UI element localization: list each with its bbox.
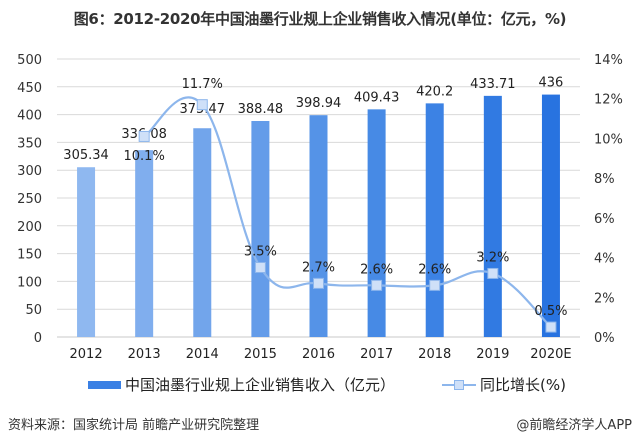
left-tick-label: 100 (17, 275, 42, 290)
bar-data-label: 398.94 (296, 96, 342, 111)
line-data-label: 3.2% (476, 250, 509, 265)
legend-item-revenue[interactable]: 中国油墨行业规上企业销售收入（亿元） (88, 374, 395, 395)
left-tick-label: 200 (17, 220, 42, 235)
x-axis-ticks: 2012 2013 2014 2015 2016 2017 2018 2019 2020E (70, 347, 572, 362)
line-marker[interactable] (487, 267, 499, 279)
line-marker[interactable] (196, 99, 208, 111)
bar-data-label: 433.71 (470, 77, 516, 92)
legend-bar-swatch (88, 380, 121, 389)
right-tick-label: 2% (594, 291, 615, 306)
right-tick-label: 8% (594, 172, 615, 187)
legend-item-growth[interactable]: 同比增长(%) (442, 374, 566, 395)
legend-line-label: 同比增长(%) (480, 376, 566, 394)
line-data-labels: 10.1% 11.7% 3.5% 2.7% 2.6% 2.6% 3.2% 0.5% (124, 77, 568, 319)
right-axis-ticks: 0% 2% 4% 6% 8% 10% 12% 14% (594, 53, 623, 346)
right-tick-label: 12% (594, 93, 623, 108)
legend: 中国油墨行业规上企业销售收入（亿元） 同比增长(%) (0, 372, 640, 398)
bar[interactable] (309, 115, 328, 337)
line-marker[interactable] (371, 279, 383, 291)
right-tick-label: 14% (594, 53, 623, 68)
line-data-label: 11.7% (182, 77, 223, 92)
line-data-label: 3.5% (244, 245, 277, 260)
left-tick-label: 400 (17, 109, 42, 124)
x-tick-label: 2018 (418, 347, 451, 362)
left-tick-label: 0 (34, 331, 42, 346)
legend-line-swatch (442, 379, 476, 391)
bar[interactable] (367, 109, 386, 337)
right-tick-label: 10% (594, 132, 623, 147)
left-tick-label: 50 (25, 303, 42, 318)
bar-series (77, 94, 560, 337)
line-data-label: 0.5% (534, 304, 567, 319)
left-tick-label: 450 (17, 81, 42, 96)
line-marker[interactable] (254, 262, 266, 273)
x-tick-label: 2015 (244, 347, 277, 362)
chart-title: 图6：2012-2020年中国油墨行业规上企业销售收入情况(单位：亿元，%) (73, 10, 567, 28)
source-note: 资料来源：国家统计局 前瞻产业研究院整理 (8, 418, 260, 433)
bar-data-label: 388.48 (238, 102, 284, 117)
left-tick-label: 300 (17, 164, 42, 179)
bar[interactable] (193, 128, 212, 337)
x-tick-label: 2017 (360, 347, 393, 362)
brand-note: @前瞻经济学人APP (516, 418, 632, 433)
right-tick-label: 0% (594, 331, 615, 346)
left-tick-label: 500 (17, 53, 42, 68)
x-tick-label: 2012 (70, 347, 103, 362)
line-series (138, 96, 557, 333)
left-tick-label: 350 (17, 136, 42, 151)
chart-area: 0 50 100 150 200 250 300 350 400 450 500 0% 2% 4% 6% 8… (17, 53, 623, 362)
bar[interactable] (541, 94, 560, 337)
bar-data-label: 436 (539, 76, 564, 91)
left-tick-label: 250 (17, 192, 42, 207)
bar[interactable] (135, 150, 154, 337)
line-data-label: 10.1% (124, 149, 165, 164)
line-data-label: 2.6% (360, 262, 393, 277)
bar-data-label: 305.34 (63, 148, 109, 163)
right-tick-label: 6% (594, 212, 615, 227)
left-axis-ticks: 0 50 100 150 200 250 300 350 400 450 500 (17, 53, 42, 346)
line-marker[interactable] (545, 321, 557, 333)
x-tick-label: 2019 (476, 347, 509, 362)
line-marker[interactable] (138, 130, 150, 142)
line-marker[interactable] (313, 277, 324, 289)
x-tick-label: 2014 (186, 347, 219, 362)
x-tick-label: 2016 (302, 347, 335, 362)
bar-data-label: 409.43 (354, 90, 400, 105)
legend-bar-label: 中国油墨行业规上企业销售收入（亿元） (125, 376, 396, 394)
x-tick-label: 2020E (530, 347, 571, 362)
bar-data-label: 420.2 (416, 84, 453, 99)
line-data-label: 2.7% (302, 260, 335, 275)
left-tick-label: 150 (17, 248, 42, 263)
right-tick-label: 4% (594, 252, 615, 267)
line-data-label: 2.6% (418, 262, 451, 277)
bar[interactable] (251, 121, 270, 337)
x-tick-label: 2013 (128, 347, 161, 362)
bar[interactable] (77, 167, 96, 337)
bar[interactable] (483, 95, 502, 337)
line-marker[interactable] (429, 279, 441, 291)
bar[interactable] (425, 103, 444, 337)
